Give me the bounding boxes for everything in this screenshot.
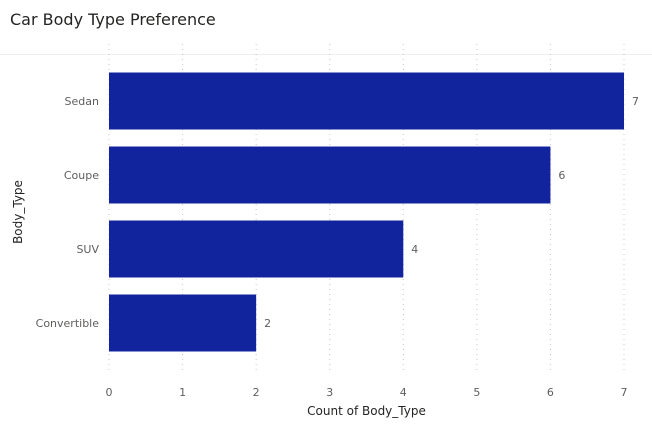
category-label-convertible: Convertible — [36, 317, 100, 330]
data-label-sedan: 7 — [632, 95, 639, 108]
bar-sedan[interactable] — [109, 72, 624, 130]
x-tick-label: 0 — [106, 386, 113, 399]
x-tick-label: 5 — [473, 386, 480, 399]
category-label-coupe: Coupe — [64, 169, 99, 182]
x-tick-label: 1 — [179, 386, 186, 399]
x-tick-label: 7 — [621, 386, 628, 399]
category-label-suv: SUV — [76, 243, 99, 256]
data-label-suv: 4 — [411, 243, 418, 256]
data-label-coupe: 6 — [558, 169, 565, 182]
value-axis: 0 1 2 3 4 5 6 7 — [106, 386, 628, 399]
bar-convertible[interactable] — [109, 294, 257, 352]
x-tick-label: 2 — [253, 386, 260, 399]
category-axis: Sedan Coupe SUV Convertible — [36, 95, 100, 330]
bar-suv[interactable] — [109, 220, 404, 278]
bar-coupe[interactable] — [109, 146, 551, 204]
chart-title: Car Body Type Preference — [10, 10, 216, 29]
bars — [109, 72, 624, 352]
data-labels: 7 6 4 2 — [264, 95, 639, 330]
x-tick-label: 3 — [326, 386, 333, 399]
data-label-convertible: 2 — [264, 317, 271, 330]
x-tick-label: 6 — [547, 386, 554, 399]
x-tick-label: 4 — [400, 386, 407, 399]
category-label-sedan: Sedan — [65, 95, 99, 108]
y-axis-title: Body_Type — [11, 180, 25, 244]
x-axis-title: Count of Body_Type — [307, 404, 426, 418]
title-separator — [0, 54, 652, 55]
